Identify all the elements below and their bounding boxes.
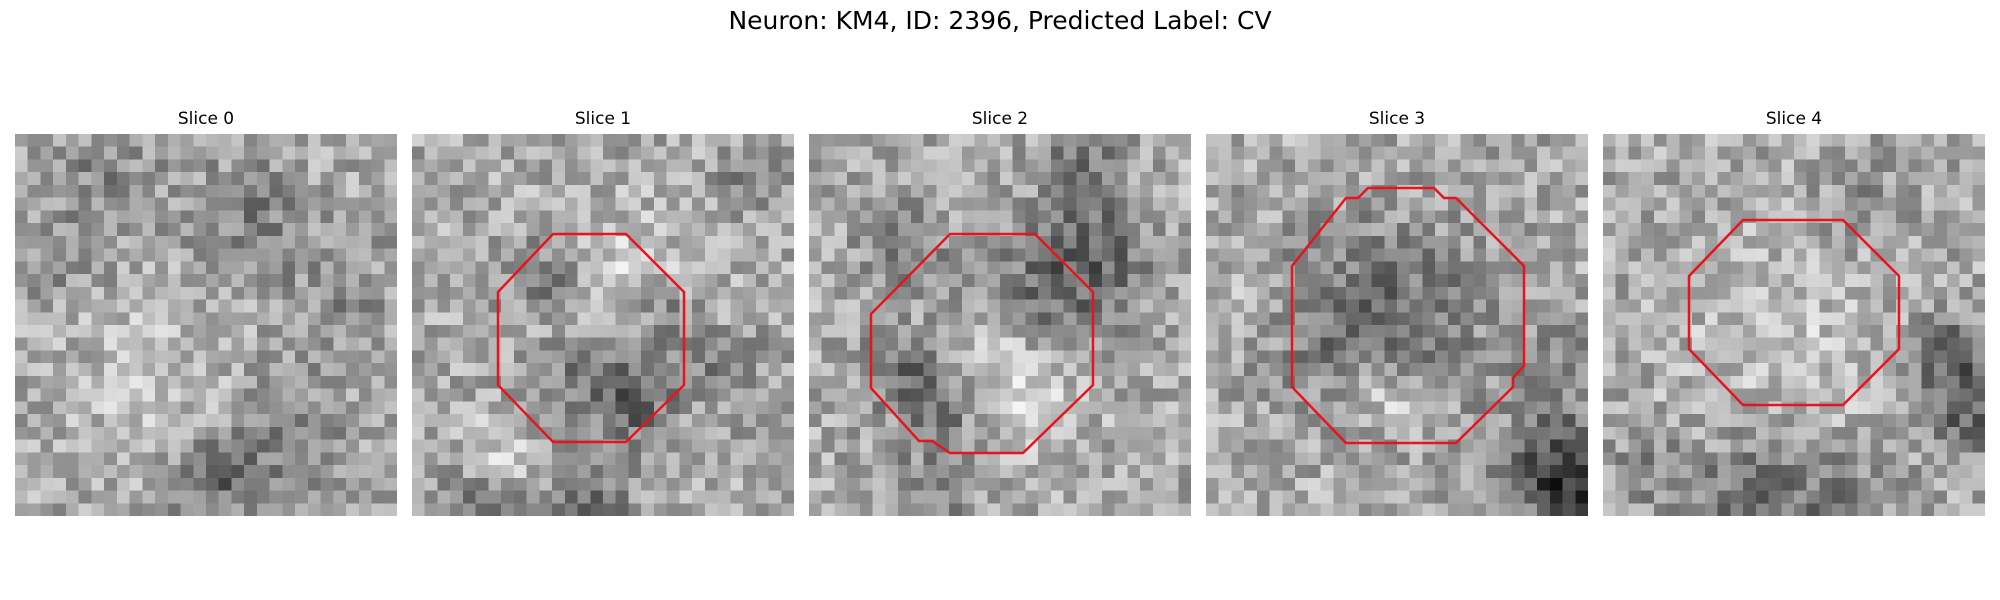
slice-3-image [1206, 134, 1588, 516]
slice-0-image [15, 134, 397, 516]
slice-4-pixels [1603, 134, 1985, 516]
contour-polygon [496, 232, 686, 444]
slice-0-title: Slice 0 [177, 109, 235, 129]
slice-2-image [809, 134, 1191, 516]
slice-0-pixels [15, 134, 397, 516]
slice-4-title: Slice 4 [1765, 109, 1823, 129]
slice-2-title: Slice 2 [971, 109, 1029, 129]
slice-4-contour [1687, 218, 1901, 407]
slice-2-contour [869, 232, 1095, 455]
slice-3-contour [1290, 186, 1526, 445]
slice-4-image [1603, 134, 1985, 516]
figure-title: Neuron: KM4, ID: 2396, Predicted Label: … [728, 6, 1272, 35]
slice-3-title: Slice 3 [1368, 109, 1426, 129]
slice-1-title: Slice 1 [574, 109, 632, 129]
contour-polygon [1290, 186, 1526, 445]
contour-polygon [869, 232, 1095, 455]
slice-1-pixels [412, 134, 794, 516]
slice-1-image [412, 134, 794, 516]
contour-polygon [1687, 218, 1901, 407]
slice-1-contour [496, 232, 686, 444]
